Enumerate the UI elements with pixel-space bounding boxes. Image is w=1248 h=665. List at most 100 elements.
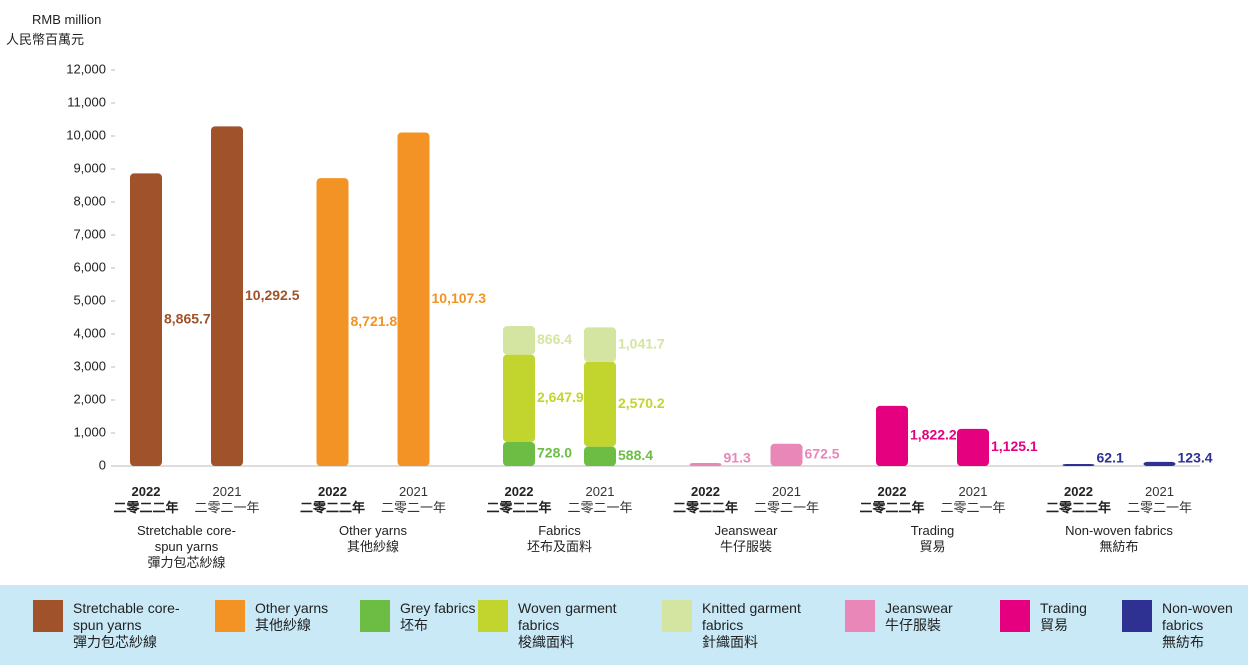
period-label: 2022 [318, 484, 347, 499]
period-label: 2021 [212, 484, 242, 499]
y-tick-label: 4,000 [73, 325, 106, 340]
legend-name-zh: 無紡布 [1162, 634, 1204, 650]
period-label: 2022 [877, 484, 907, 499]
bar-segment [770, 443, 803, 466]
value-label: 8,865.7 [164, 310, 211, 326]
period-label-zh: 二零二二年 [113, 500, 179, 515]
value-label: 123.4 [1178, 450, 1213, 466]
bar-segment [876, 405, 908, 466]
bar-segment [503, 441, 535, 466]
y-tick-label: 0 [99, 457, 106, 472]
y-tick-label: 11,000 [67, 94, 106, 109]
legend-text: Knitted garment fabrics 針織面料 [702, 600, 832, 651]
value-label: 1,822.2 [910, 427, 957, 443]
legend-swatch [215, 600, 245, 632]
value-label: 1,125.1 [991, 438, 1038, 454]
legend-text: Grey fabrics 坯布 [400, 600, 480, 634]
y-tick-label: 7,000 [73, 226, 106, 241]
legend-name-zh: 牛仔服裝 [885, 617, 941, 633]
value-label: 1,041.7 [618, 335, 665, 351]
legend-name: Other yarns [255, 600, 329, 616]
legend-name: Non-woven fabrics [1162, 600, 1233, 633]
category-label: Non-woven fabrics [1065, 523, 1173, 538]
legend-swatch [33, 600, 63, 632]
legend-item: Grey fabrics 坯布 [360, 600, 480, 634]
period-label-zh: 二零二二年 [1045, 500, 1111, 515]
period-label: 2021 [772, 484, 801, 499]
legend-swatch [662, 600, 692, 632]
legend-name: Knitted garment fabrics [702, 600, 801, 633]
legend-name-zh: 其他紗線 [255, 617, 311, 633]
legend-swatch [478, 600, 508, 632]
legend-name-zh: 梭織面料 [518, 634, 574, 650]
value-label: 728.0 [537, 445, 572, 461]
category-label-zh: 彈力包芯紗線 [147, 555, 226, 570]
legend-item: Non-woven fabrics 無紡布 [1122, 600, 1242, 651]
legend-name: Trading [1040, 600, 1087, 616]
period-label-zh: 二零二一年 [753, 500, 819, 515]
value-label: 91.3 [724, 450, 751, 466]
period-label-zh: 二零二二年 [486, 500, 552, 515]
legend-item: Knitted garment fabrics 針織面料 [662, 600, 832, 651]
legend-swatch [845, 600, 875, 632]
bar-segment [689, 462, 722, 466]
bar-segment [584, 361, 616, 447]
y-tick-label: 1,000 [73, 424, 106, 439]
bar-segment [1062, 463, 1095, 466]
category-label-zh: 其他紗線 [346, 539, 399, 554]
period-label-zh: 二零二一年 [380, 500, 446, 515]
y-tick-label: 9,000 [73, 160, 106, 175]
chart: 0 1,000 2,000 3,000 4,000 5,000 6,000 7,000 8,00… [66, 61, 1213, 472]
category-label-zh: 牛仔服裝 [719, 539, 772, 554]
period-label-zh: 二零二一年 [940, 500, 1006, 515]
period-label-zh: 二零二一年 [1126, 500, 1192, 515]
legend-item: Stretchable core-spun yarns 彈力包芯紗線 [33, 600, 203, 651]
legend-swatch [360, 600, 390, 632]
y-tick-label: 12,000 [66, 61, 106, 76]
period-label: 2021 [585, 484, 615, 499]
value-label: 2,647.9 [537, 389, 584, 405]
legend-name: Woven garment fabrics [518, 600, 617, 633]
legend-text: Trading 貿易 [1040, 600, 1170, 634]
legend-name: Grey fabrics [400, 600, 476, 616]
value-label: 866.4 [537, 331, 572, 347]
legend-name-zh: 坯布 [400, 617, 428, 633]
bar-segment [584, 327, 616, 362]
category-label: Other yarns [339, 523, 407, 538]
y-axis-label: RMB million [32, 12, 102, 27]
period-label: 2022 [131, 484, 161, 499]
legend-text: Jeanswear 牛仔服裝 [885, 600, 1015, 634]
y-tick-label: 2,000 [73, 391, 106, 406]
category-label-zh: 無紡布 [1099, 539, 1139, 554]
legend-text: Non-woven fabrics 無紡布 [1162, 600, 1242, 651]
y-tick-label: 10,000 [66, 127, 106, 142]
legend-item: Other yarns 其他紗線 [215, 600, 385, 634]
legend-name-zh: 貿易 [1040, 617, 1068, 633]
legend-item: Trading 貿易 [1000, 600, 1170, 634]
legend-item: Woven garment fabrics 梭織面料 [478, 600, 648, 651]
period-label: 2021 [958, 484, 988, 499]
legend-text: Other yarns 其他紗線 [255, 600, 385, 634]
value-label: 10,292.5 [245, 287, 300, 303]
bar-segment [957, 428, 989, 466]
bar-segment [503, 326, 535, 355]
legend-swatch [1122, 600, 1152, 632]
category-label-zh: 坯布及面料 [526, 539, 592, 554]
bar-segment [397, 132, 430, 466]
bar-segment [130, 173, 162, 467]
legend-text: Stretchable core-spun yarns 彈力包芯紗線 [73, 600, 203, 651]
category-label-zh: 貿易 [919, 539, 946, 554]
y-tick-label: 3,000 [73, 358, 106, 373]
period-label: 2022 [1064, 484, 1093, 499]
y-tick-label: 5,000 [73, 292, 106, 307]
legend-text: Woven garment fabrics 梭織面料 [518, 600, 648, 651]
value-label: 588.4 [618, 447, 653, 463]
legend: Stretchable core-spun yarns 彈力包芯紗線 Other y… [0, 585, 1248, 665]
period-label: 2021 [399, 484, 428, 499]
legend-name-zh: 彈力包芯紗線 [73, 634, 157, 650]
legend-item: Jeanswear 牛仔服裝 [845, 600, 1015, 634]
y-axis-label-zh: 人民幣百萬元 [6, 32, 85, 47]
legend-name-zh: 針織面料 [702, 634, 758, 650]
period-label-zh: 二零二一年 [567, 500, 633, 515]
